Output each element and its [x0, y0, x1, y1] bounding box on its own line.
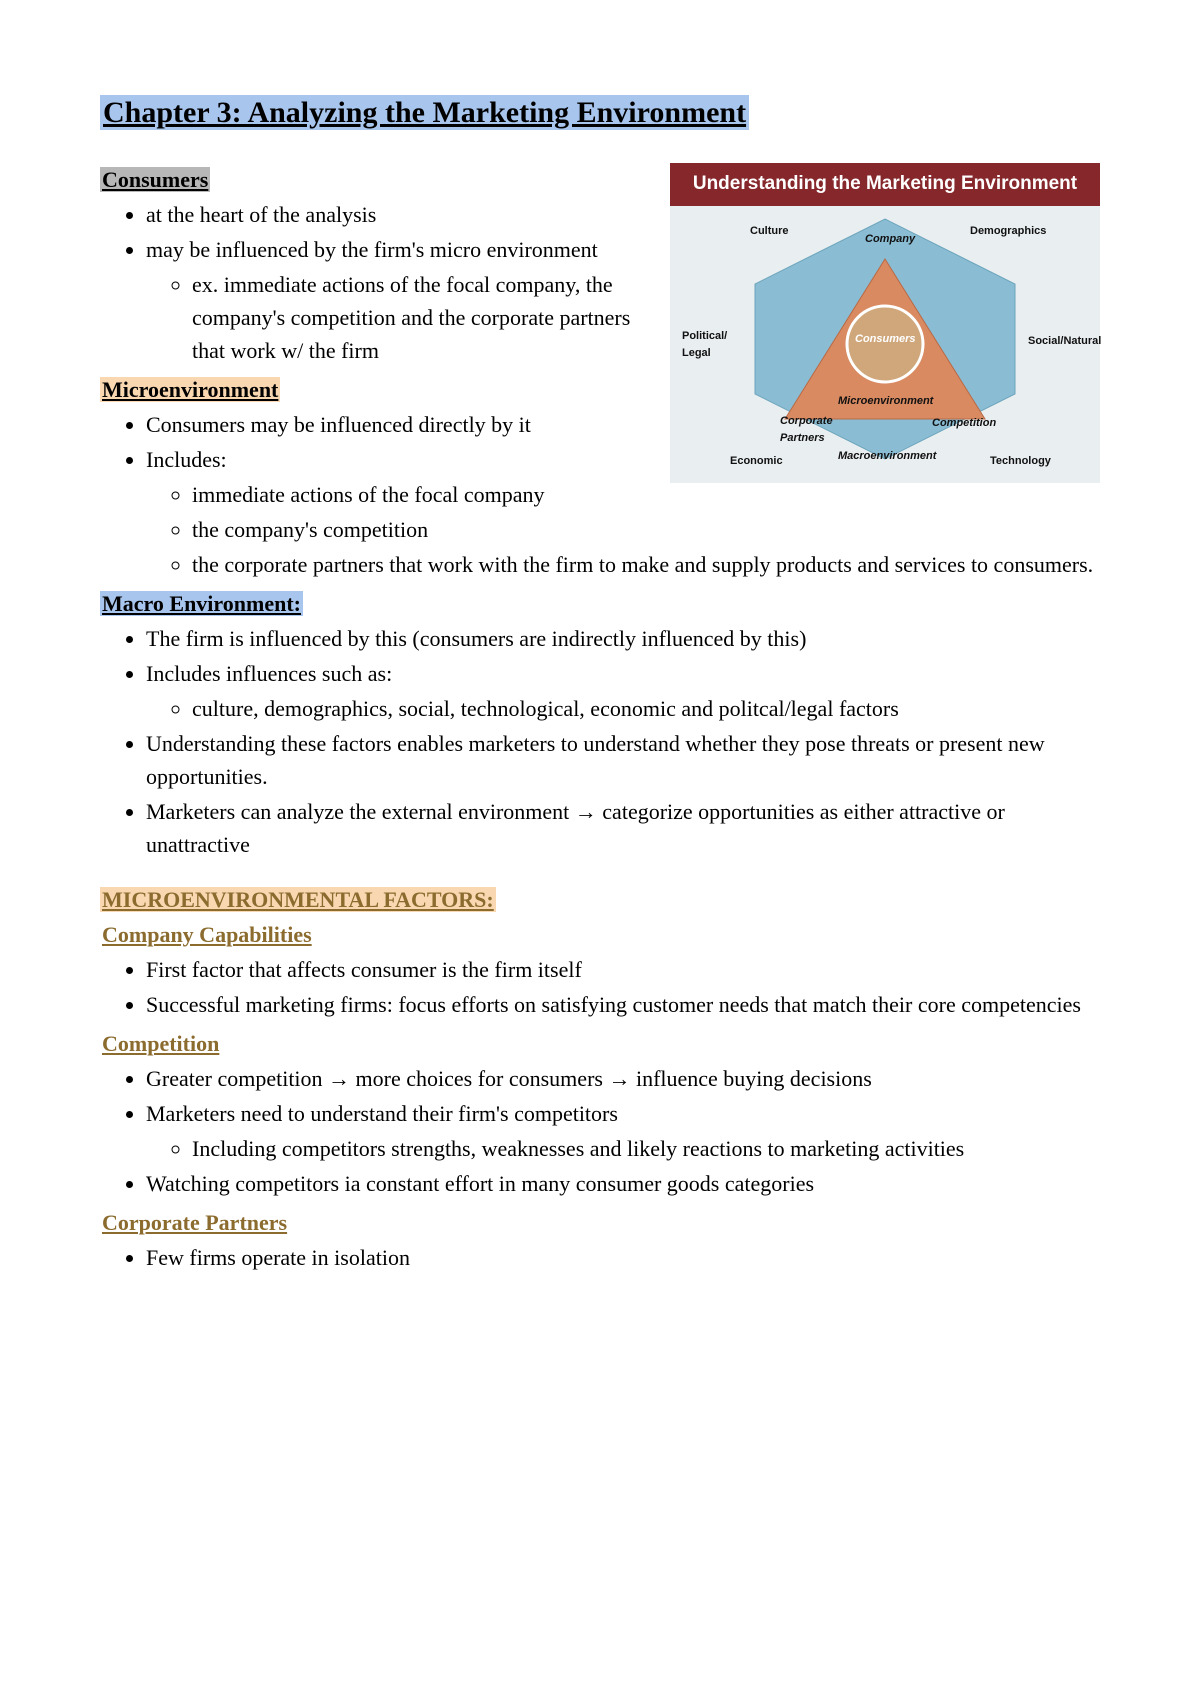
- list-item: Marketers can analyze the external envir…: [146, 795, 1100, 861]
- list-item: Including competitors strengths, weaknes…: [192, 1132, 1100, 1165]
- fig-label-political: Political/ Legal: [682, 328, 727, 361]
- list-item-text: Includes:: [146, 447, 227, 472]
- list-item: Marketers need to understand their firm'…: [146, 1097, 1100, 1165]
- list-item-text: may be influenced by the firm's micro en…: [146, 237, 598, 262]
- list-item: Few firms operate in isolation: [146, 1241, 1100, 1274]
- list-competition: Greater competition → more choices for c…: [100, 1062, 1100, 1200]
- list-item: Includes influences such as: culture, de…: [146, 657, 1100, 725]
- list-item-text: Includes influences such as:: [146, 661, 392, 686]
- list-item: Watching competitors ia constant effort …: [146, 1167, 1100, 1200]
- fig-label-company: Company: [865, 231, 915, 248]
- list-item: Understanding these factors enables mark…: [146, 727, 1100, 793]
- fig-label-competition: Competition: [932, 415, 996, 432]
- list-item: Successful marketing firms: focus effort…: [146, 988, 1100, 1021]
- list-item-text: Marketers need to understand their firm'…: [146, 1101, 618, 1126]
- fig-label-macro: Macroenvironment: [838, 448, 936, 465]
- fig-label-consumers: Consumers: [855, 331, 916, 348]
- list-item: the corporate partners that work with th…: [192, 548, 1100, 581]
- figure-marketing-environment: Understanding the Marketing Environment …: [670, 163, 1100, 483]
- list-item: Greater competition → more choices for c…: [146, 1062, 1100, 1095]
- fig-label-social: Social/Natural: [1028, 333, 1101, 350]
- figure-header: Understanding the Marketing Environment: [670, 163, 1100, 206]
- list-item: The firm is influenced by this (consumer…: [146, 622, 1100, 655]
- heading-consumers: Consumers: [100, 167, 210, 192]
- fig-label-economic: Economic: [730, 453, 783, 470]
- heading-capabilities: Company Capabilities: [100, 922, 314, 947]
- list-capabilities: First factor that affects consumer is th…: [100, 953, 1100, 1021]
- list-item: First factor that affects consumer is th…: [146, 953, 1100, 986]
- page-title: Chapter 3: Analyzing the Marketing Envir…: [100, 95, 749, 130]
- fig-label-micro: Microenvironment: [838, 393, 933, 410]
- list-item: culture, demographics, social, technolog…: [192, 692, 1100, 725]
- heading-competition: Competition: [100, 1031, 221, 1056]
- fig-label-culture: Culture: [750, 223, 789, 240]
- heading-microenvironment: Microenvironment: [100, 377, 280, 402]
- fig-label-corp: Corporate Partners: [780, 413, 833, 446]
- list-partners: Few firms operate in isolation: [100, 1241, 1100, 1274]
- list-item: the company's competition: [192, 513, 1100, 546]
- list-macro: The firm is influenced by this (consumer…: [100, 622, 1100, 861]
- fig-label-demographics: Demographics: [970, 223, 1046, 240]
- heading-partners: Corporate Partners: [100, 1210, 289, 1235]
- heading-microfactors: MICROENVIRONMENTAL FACTORS:: [100, 887, 496, 912]
- fig-label-technology: Technology: [990, 453, 1051, 470]
- heading-macro: Macro Environment:: [100, 591, 303, 616]
